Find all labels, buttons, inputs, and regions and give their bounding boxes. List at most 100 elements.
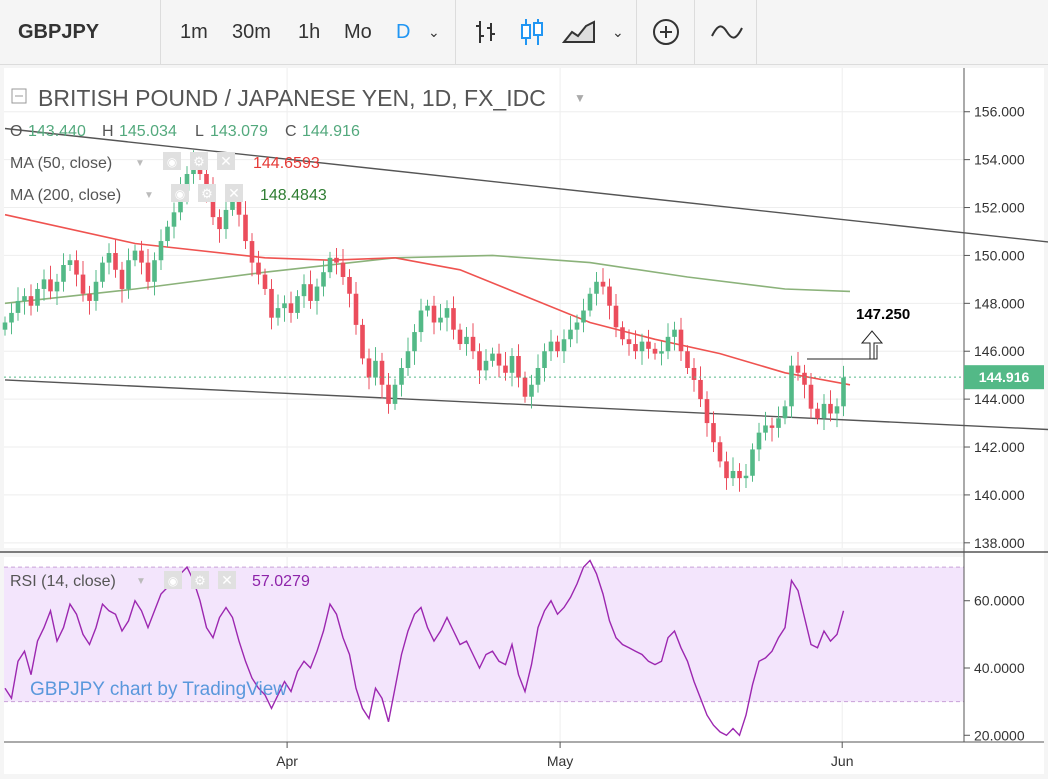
candle-body	[815, 408, 820, 419]
interval-1m[interactable]: 1m	[180, 21, 208, 43]
candle-body	[158, 241, 164, 261]
top-toolbar: GBPJPY 1m 30m 1h Mo D ⌄ ⌄	[0, 0, 1048, 65]
candle-body	[678, 329, 684, 352]
interval-day[interactable]: D	[396, 21, 411, 43]
candle-body	[691, 367, 697, 380]
candle-body	[256, 262, 261, 275]
candle-body	[236, 195, 242, 215]
candle-body	[295, 296, 300, 313]
candle-body	[230, 195, 235, 210]
chevron-down-icon[interactable]: ⌄	[428, 24, 440, 40]
candle-body	[652, 348, 658, 354]
candle-body	[113, 253, 118, 270]
candle-body	[347, 276, 352, 294]
candle-body	[106, 253, 112, 263]
candle-body	[275, 308, 281, 318]
ma200-label: MA (200, close)	[10, 187, 121, 204]
candle-body	[509, 356, 515, 373]
candle-body	[301, 284, 307, 297]
rsi-label: RSI (14, close)	[10, 573, 116, 590]
ohlc-h-key: H	[102, 123, 114, 140]
candle-body	[756, 432, 762, 450]
bar-style-icon[interactable]	[472, 18, 500, 46]
candle-body	[763, 425, 768, 433]
candle-body	[626, 339, 632, 345]
chart-canvas[interactable]: 147.250 156.000 154.000 152.000 150.000 148.…	[0, 65, 1048, 779]
candles	[2, 150, 846, 492]
candle-body	[503, 365, 508, 373]
candle-body	[828, 403, 833, 414]
candle-body	[217, 217, 222, 230]
interval-1h[interactable]: 1h	[298, 21, 321, 43]
candle-body	[639, 341, 645, 352]
ma200-value: 148.4843	[260, 187, 327, 204]
candle-body	[54, 281, 60, 292]
candle-body	[262, 274, 268, 289]
rsi-buttons[interactable]: ◉ ⚙ ✕	[164, 571, 236, 589]
y-tick-label: 138.000	[974, 535, 1025, 551]
candle-body	[535, 367, 541, 385]
toolbar-divider	[455, 0, 456, 64]
collapse-icon[interactable]	[11, 88, 27, 104]
candle-body	[834, 406, 840, 414]
rsi-value: 57.0279	[252, 573, 310, 590]
candle-body	[321, 272, 326, 287]
candle-body	[737, 470, 742, 479]
candle-body	[74, 260, 79, 275]
ma200-chevron-icon: ▼	[144, 190, 154, 201]
candle-body	[132, 250, 138, 261]
y-tick-label: 150.000	[974, 247, 1025, 263]
candle-body	[2, 322, 8, 330]
candle-body	[698, 379, 703, 400]
candle-body	[802, 372, 807, 385]
rsi-tick-label: 20.0000	[974, 727, 1025, 743]
candle-body	[470, 336, 476, 352]
chart-title: BRITISH POUND / JAPANESE YEN, 1D, FX_IDC	[38, 85, 546, 111]
x-tick-label: Jun	[831, 753, 854, 769]
candle-body	[314, 286, 320, 301]
candle-body	[282, 303, 287, 309]
candle-body	[685, 351, 690, 368]
ohlc-h-value: 145.034	[119, 123, 177, 140]
area-style-icon[interactable]	[562, 18, 596, 46]
ohlc-o-value: 143.440	[28, 123, 86, 140]
candle-body	[717, 442, 723, 462]
candle-body	[41, 279, 47, 289]
indicators-icon[interactable]	[710, 20, 744, 44]
candle-body	[750, 449, 755, 476]
ma50-buttons[interactable]: ◉ ⚙ ✕	[163, 152, 235, 170]
candle-body	[418, 310, 424, 333]
ma50-value: 144.6593	[253, 155, 320, 172]
candle-body	[555, 341, 560, 352]
add-compare-icon[interactable]	[652, 18, 680, 46]
candle-body	[672, 329, 677, 337]
candle-body	[600, 281, 606, 287]
y-tick-label: 140.000	[974, 487, 1025, 503]
candle-body	[425, 305, 430, 311]
candle-body	[360, 324, 365, 359]
toolbar-divider	[160, 0, 161, 64]
candle-body	[821, 403, 827, 419]
candle-body	[165, 226, 170, 242]
projection-annotation: 147.250	[807, 306, 910, 360]
candle-body	[353, 293, 359, 325]
candle-body	[93, 281, 99, 301]
title-chevron-icon: ▼	[574, 91, 586, 105]
candle-body	[646, 341, 651, 349]
legend: BRITISH POUND / JAPANESE YEN, 1D, FX_IDC…	[10, 85, 586, 700]
candle-body	[67, 260, 73, 266]
candle-body	[548, 341, 554, 352]
candle-body	[340, 262, 346, 277]
ohlc-c-key: C	[285, 123, 297, 140]
candle-body	[483, 360, 489, 371]
candle-body	[243, 214, 248, 242]
chevron-down-icon[interactable]: ⌄	[612, 24, 624, 40]
candle-body	[789, 365, 794, 407]
ohlc-l-key: L	[195, 123, 204, 140]
ma200-buttons[interactable]: ◉ ⚙ ✕	[171, 184, 243, 202]
interval-30m[interactable]: 30m	[232, 21, 271, 43]
interval-month[interactable]: Mo	[344, 21, 372, 43]
symbol-search[interactable]: GBPJPY	[18, 21, 100, 43]
candle-style-icon[interactable]	[518, 16, 546, 48]
candle-body	[743, 475, 749, 479]
